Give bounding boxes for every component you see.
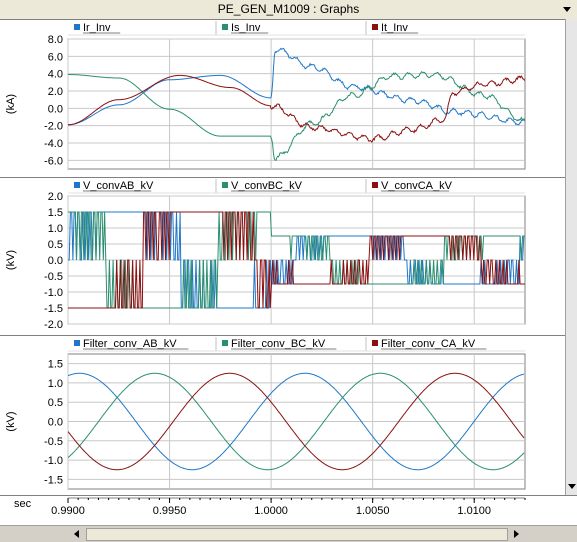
legend-swatch — [74, 340, 80, 346]
vertical-scrollbar[interactable] — [565, 19, 577, 495]
series-line-Filter_conv_BC_kV — [68, 372, 525, 471]
legend-label: Filter_conv_BC_kV — [231, 338, 326, 350]
legend-label: V_convAB_kV — [83, 180, 154, 192]
horizontal-scrollbar[interactable] — [0, 525, 577, 542]
y-tick-label: -1.0 — [44, 455, 63, 467]
graph-panel-conv-voltage[interactable]: V_convAB_kV V_convBC_kV V_convCA_kV 2.0 1.5 1… — [0, 177, 574, 336]
y-tick-label: 1.0 — [48, 378, 63, 390]
window-title-bar: PE_GEN_M1009 : Graphs — [0, 0, 577, 20]
y-tick-label: -1.5 — [44, 303, 63, 315]
y-tick-label: -0.5 — [44, 436, 63, 448]
x-tick-label: 0.9950 — [153, 505, 187, 517]
scroll-down-icon[interactable] — [568, 484, 576, 489]
y-tick-label: -2.0 — [44, 121, 63, 133]
y-tick-label: 2.0 — [48, 191, 63, 203]
y-tick-label: 0.5 — [48, 239, 63, 251]
y-tick-label: -6.0 — [44, 155, 63, 167]
y-tick-label: 1.5 — [48, 207, 63, 219]
y-tick-label: 0.5 — [48, 397, 63, 409]
y-tick-label: 0.0 — [48, 255, 63, 267]
y-unit-label: (kV) — [5, 250, 17, 270]
scroll-right-icon[interactable] — [514, 530, 519, 538]
y-tick-label: 0.0 — [48, 103, 63, 115]
scroll-corner — [565, 526, 577, 542]
series-group — [68, 47, 525, 161]
series-line-It_Inv — [68, 74, 525, 143]
legend-swatch — [74, 24, 80, 30]
legend-label: V_convBC_kV — [231, 180, 303, 192]
legend-swatch — [372, 182, 378, 188]
y-tick-label: 6.0 — [48, 51, 63, 63]
series-line-Filter_conv_AB_kV — [68, 372, 525, 471]
y-tick-label: -0.5 — [44, 271, 63, 283]
legend-label: Is_Inv — [231, 22, 261, 34]
y-unit-label: (kV) — [5, 411, 17, 431]
series-group — [68, 211, 525, 309]
y-tick-label: -1.5 — [44, 474, 63, 486]
series-line-V_convCA_kV — [68, 211, 525, 309]
legend-swatch — [222, 340, 228, 346]
scroll-thumb[interactable] — [86, 528, 508, 541]
x-tick-label: 1.0100 — [457, 505, 491, 517]
y-tick-label: 8.0 — [48, 34, 63, 46]
y-tick-label: -4.0 — [44, 138, 63, 150]
series-line-Is_Inv — [68, 71, 525, 161]
y-tick-label: 1.5 — [48, 359, 63, 371]
legend-label: Filter_conv_CA_kV — [381, 338, 476, 350]
legend-label: Filter_conv_AB_kV — [83, 338, 177, 350]
legend-swatch — [372, 24, 378, 30]
series-group — [68, 372, 525, 471]
time-axis: 0.9900 0.9950 1.0000 1.0050 1.0100 sec — [0, 495, 577, 526]
series-line-Ir_Inv — [68, 47, 525, 126]
window-title: PE_GEN_M1009 : Graphs — [217, 2, 360, 16]
x-tick-label: 1.0050 — [356, 505, 390, 517]
legend-swatch — [74, 182, 80, 188]
legend-label: Ir_Inv — [83, 22, 111, 34]
y-tick-label: 4.0 — [48, 69, 63, 81]
graph-panel-filter-voltage[interactable]: Filter_conv_AB_kV Filter_conv_BC_kV Filter… — [0, 335, 574, 497]
legend-swatch — [372, 340, 378, 346]
graph-panel-current[interactable]: Ir_Inv Is_Inv It_Inv 8.0 6.0 4.0 2.0 0.0 -2.0 -4.… — [0, 19, 574, 178]
conv-voltage-graph: V_convAB_kV V_convBC_kV V_convCA_kV 2.0 1.5 1… — [5, 179, 526, 331]
series-line-Filter_conv_CA_kV — [68, 372, 525, 471]
legend-swatch — [222, 24, 228, 30]
window-menu-caret-icon[interactable] — [563, 7, 571, 12]
y-tick-label: 0.0 — [48, 417, 63, 429]
y-tick-label: 2.0 — [48, 86, 63, 98]
y-tick-label: -1.0 — [44, 287, 63, 299]
y-tick-label: 1.0 — [48, 223, 63, 235]
legend-label: V_convCA_kV — [381, 180, 453, 192]
current-graph: Ir_Inv Is_Inv It_Inv 8.0 6.0 4.0 2.0 0.0 -2.0 -4.… — [5, 21, 526, 170]
x-unit-label: sec — [14, 498, 32, 510]
filter-voltage-graph: Filter_conv_AB_kV Filter_conv_BC_kV Filter… — [5, 337, 526, 490]
legend-swatch — [222, 182, 228, 188]
y-unit-label: (kA) — [5, 94, 17, 114]
x-tick-label: 1.0000 — [254, 505, 288, 517]
time-axis-svg: 0.9900 0.9950 1.0000 1.0050 1.0100 sec — [14, 497, 526, 517]
x-tick-label: 0.9900 — [51, 505, 85, 517]
scroll-left-icon[interactable] — [74, 530, 79, 538]
y-tick-label: -2.0 — [44, 319, 63, 331]
legend-label: It_Inv — [381, 22, 408, 34]
